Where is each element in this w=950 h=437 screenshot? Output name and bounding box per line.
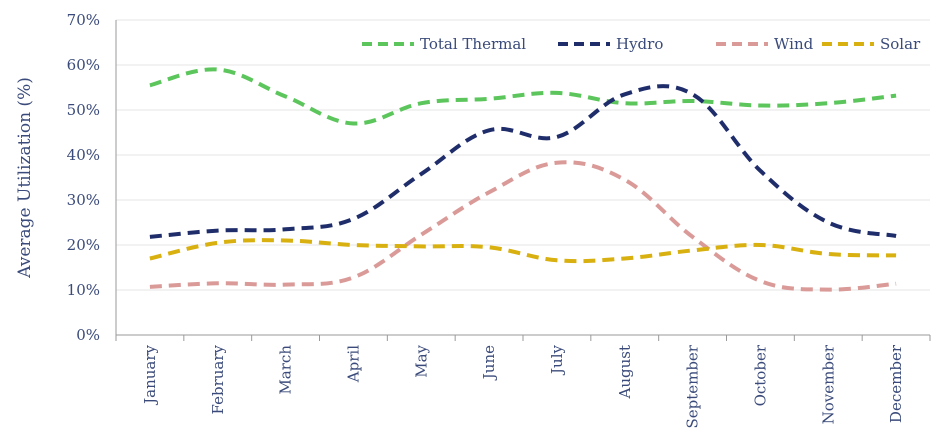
x-tick-label: November xyxy=(819,344,837,424)
y-tick-label: 40% xyxy=(67,146,100,164)
legend-item-total-thermal: Total Thermal xyxy=(362,35,526,53)
series-line-wind xyxy=(149,160,897,292)
x-tick-label: October xyxy=(751,344,769,406)
y-tick-label: 10% xyxy=(67,281,100,299)
legend-item-solar: Solar xyxy=(822,35,921,53)
series-line-solar xyxy=(149,238,897,264)
series-lines xyxy=(149,67,897,292)
x-tick-label: June xyxy=(480,345,498,381)
series-line-hydro xyxy=(149,84,897,239)
legend-label: Solar xyxy=(880,35,921,53)
legend-label: Wind xyxy=(774,35,814,53)
legend-item-wind: Wind xyxy=(716,35,814,53)
x-tick-label: December xyxy=(887,344,905,423)
x-tick-labels: January February March April May June July Augu… xyxy=(115,335,931,429)
x-tick-label: August xyxy=(616,345,634,399)
x-tick-label: January xyxy=(141,344,159,405)
x-tick-label: September xyxy=(684,344,702,428)
legend-item-hydro: Hydro xyxy=(558,35,663,53)
y-tick-labels: 0% 10% 20% 30% 40% 50% 60% 70% xyxy=(67,11,100,344)
gridlines xyxy=(116,19,930,291)
x-tick-label: July xyxy=(548,344,566,375)
x-tick-label: April xyxy=(344,345,362,383)
y-tick-label: 70% xyxy=(67,11,100,29)
legend-label: Total Thermal xyxy=(420,35,526,53)
legend-label: Hydro xyxy=(616,35,663,53)
series-line-total-thermal xyxy=(149,67,897,126)
y-tick-label: 20% xyxy=(67,236,100,254)
y-tick-label: 60% xyxy=(67,56,100,74)
y-tick-label: 0% xyxy=(76,326,100,344)
x-tick-label: May xyxy=(412,344,430,377)
x-tick-label: March xyxy=(277,345,295,395)
y-tick-label: 30% xyxy=(67,191,100,209)
y-tick-label: 50% xyxy=(67,101,100,119)
x-tick-label: February xyxy=(209,344,227,414)
legend: Total Thermal Hydro Wind Solar xyxy=(362,35,921,53)
y-axis-title: Average Utilization (%) xyxy=(15,77,35,279)
